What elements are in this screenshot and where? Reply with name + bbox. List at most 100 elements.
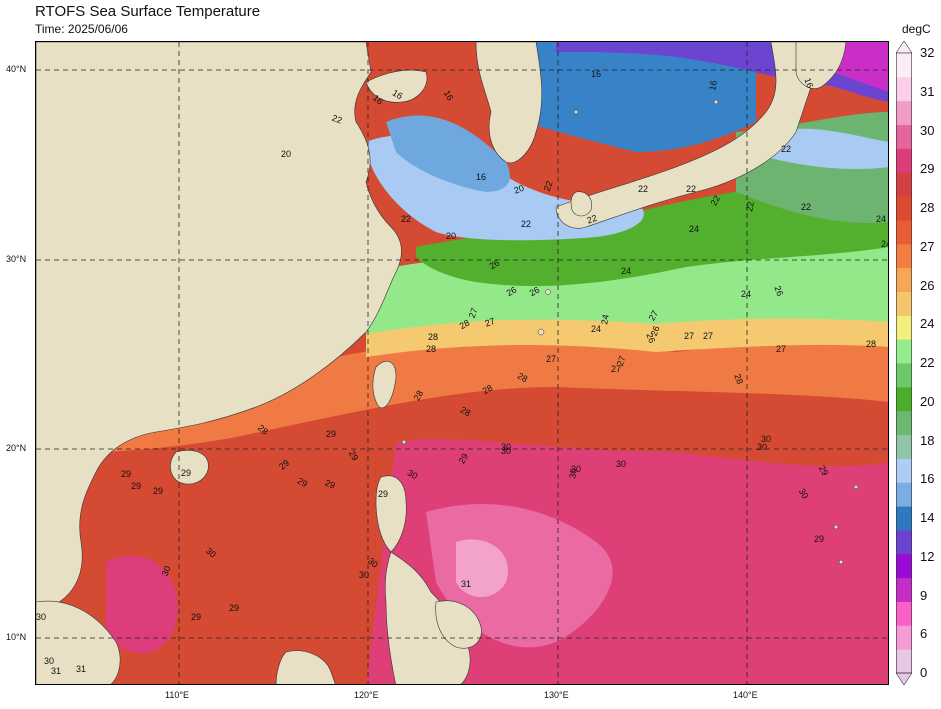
colorbar-segment <box>896 625 912 650</box>
contour-label: 30 <box>204 546 218 560</box>
colorbar-segment <box>896 100 912 126</box>
colorbar-segment <box>896 410 912 436</box>
colorbar-segment <box>896 291 912 316</box>
contour-label: 16 <box>442 89 456 103</box>
colorbar-tick-label: 6 <box>920 626 928 642</box>
contour-label: 31 <box>461 579 471 589</box>
contour-label: 30 <box>567 468 579 480</box>
contour-label: 28 <box>866 339 876 349</box>
contour-label: 29 <box>191 612 201 622</box>
land-borneo-tip <box>275 650 336 684</box>
colorbar-tick-label: 22 <box>920 355 935 370</box>
ocean-light-blue-east <box>766 128 888 169</box>
contour-label: 27 <box>703 331 713 341</box>
contour-label: 22 <box>586 213 599 226</box>
ocean-orange-band <box>36 341 888 457</box>
colorbar-tick-label: 28 <box>920 200 935 215</box>
land-indochina <box>36 600 121 684</box>
contour-labels: 16 16 16 16 16 16 22 20 16 20 22 20 22 22 22 22 22 22 22 22… <box>36 69 889 676</box>
colorbar-segment <box>896 434 912 459</box>
contour-label: 26 <box>649 325 662 338</box>
chart-title: RTOFS Sea Surface Temperature <box>35 3 261 20</box>
contour-label: 22 <box>542 180 555 193</box>
colorbar-extend-top <box>896 41 912 54</box>
contour-label: 30 <box>501 442 511 452</box>
colorbar-segment <box>896 243 912 269</box>
colorbar-outline <box>896 52 912 674</box>
contour-label: 27 <box>615 355 628 368</box>
colorbar-tick-label: 20 <box>920 393 935 409</box>
contour-label: 30 <box>797 487 811 501</box>
contour-label: 29 <box>153 486 163 496</box>
contour-label: 26 <box>644 332 657 345</box>
land-kyushu <box>570 191 592 217</box>
ocean-pink-west <box>106 555 178 654</box>
contour-label: 22 <box>521 219 531 229</box>
contour-label: 28 <box>426 344 436 354</box>
contour-label: 26 <box>528 285 542 299</box>
island <box>401 439 407 445</box>
contour-label: 30 <box>501 446 511 456</box>
ocean-yellow-band <box>366 313 888 357</box>
contour-label: 24 <box>876 214 886 224</box>
contour-label: 30 <box>761 434 771 444</box>
island <box>833 524 839 530</box>
island <box>573 109 579 115</box>
ocean-blue-japan-sea <box>516 42 756 152</box>
contour-label: 28 <box>516 371 530 385</box>
contour-label: 22 <box>638 184 648 194</box>
colorbar-segment <box>896 458 912 483</box>
colorbar-segment <box>896 76 912 102</box>
colorbar-segment <box>896 148 912 173</box>
colorbar-segment <box>896 529 912 555</box>
lat-label-10: 10°N <box>6 632 27 642</box>
contour-label: 24 <box>741 289 751 299</box>
contour-label: 29 <box>326 429 336 439</box>
lon-label-120: 120°E <box>354 690 379 700</box>
colorbar-tick-label: 29 <box>920 161 935 177</box>
land-china-mainland <box>36 42 402 613</box>
land-philippines-south <box>384 551 471 684</box>
contour-label: 24 <box>689 224 699 234</box>
colorbar-segment <box>896 196 912 221</box>
colorbar-segment <box>896 506 912 531</box>
contour-label: 16 <box>707 80 719 92</box>
colorbar-segment <box>896 601 912 626</box>
contour-label: 27 <box>647 309 661 323</box>
colorbar-segment <box>896 577 912 602</box>
contour-label: 16 <box>371 93 385 107</box>
contour-label: 30 <box>616 459 626 469</box>
contour-label: 16 <box>391 88 405 102</box>
land-liaodong <box>365 69 428 103</box>
land-taiwan <box>372 360 397 409</box>
contour-label: 28 <box>256 423 270 437</box>
colorbar-segment <box>896 363 912 388</box>
colorbar-segment <box>896 482 912 507</box>
contour-label: 24 <box>621 266 631 276</box>
colorbar-tick-label: 24 <box>920 316 935 332</box>
contour-label: 27 <box>484 316 497 329</box>
contour-label: 24 <box>881 239 889 249</box>
contour-label: 27 <box>776 344 786 354</box>
contour-label: 20 <box>281 149 291 159</box>
island <box>838 559 844 565</box>
island <box>537 328 545 336</box>
contour-label: 29 <box>229 603 239 613</box>
chart-time: Time: 2025/06/06 <box>35 22 128 36</box>
colorbar-tick-label: 0 <box>920 665 928 680</box>
contour-label: 20 <box>446 231 456 241</box>
contour-label: 30 <box>366 556 380 570</box>
contour-label: 28 <box>732 373 745 386</box>
lon-label-130: 130°E <box>544 690 569 700</box>
contour-label: 29 <box>378 489 388 499</box>
contour-label: 29 <box>347 449 361 463</box>
colorbar-segment <box>896 553 912 579</box>
lon-label-140: 140°E <box>733 690 758 700</box>
contour-label: 22 <box>331 113 344 126</box>
contour-label: 20 <box>513 183 526 196</box>
lon-label-110: 110°E <box>165 690 189 700</box>
contour-label: 22 <box>686 184 696 194</box>
contour-label: 28 <box>428 332 438 342</box>
land-hokkaido <box>795 42 847 89</box>
colorbar-segment <box>896 386 912 412</box>
